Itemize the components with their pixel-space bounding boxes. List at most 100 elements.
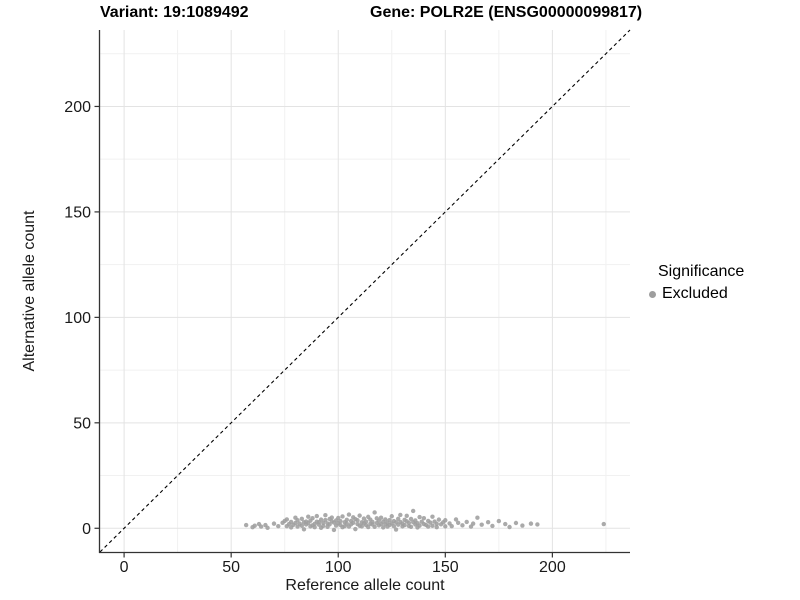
data-point <box>464 519 469 525</box>
data-point <box>276 523 281 529</box>
data-point <box>318 517 324 522</box>
data-point <box>485 519 491 525</box>
data-point <box>252 523 257 528</box>
data-point <box>299 516 305 521</box>
data-point <box>284 517 290 522</box>
data-point <box>460 523 465 528</box>
data-point <box>359 524 364 529</box>
data-point <box>329 515 335 520</box>
data-point <box>295 518 300 523</box>
legend-item-label: Excluded <box>662 285 728 302</box>
data-point <box>430 523 435 528</box>
data-point <box>434 525 439 530</box>
data-point <box>421 515 427 521</box>
data-point <box>301 527 307 532</box>
x-axis-title: Reference allele count <box>285 577 445 594</box>
data-point <box>434 521 439 527</box>
variant-title: Variant: 19:1089492 <box>100 4 249 21</box>
data-point <box>265 525 270 531</box>
data-point <box>351 520 356 525</box>
data-point <box>428 520 433 525</box>
data-point <box>389 514 394 519</box>
data-point <box>258 524 264 529</box>
data-point <box>507 524 512 530</box>
data-point <box>404 513 409 519</box>
data-point <box>528 521 534 526</box>
data-point <box>496 518 502 524</box>
data-point <box>490 523 495 529</box>
data-point <box>387 517 392 523</box>
data-point <box>503 521 508 527</box>
data-point <box>357 513 362 518</box>
data-point <box>475 515 480 520</box>
x-tick-label: 0 <box>120 559 129 576</box>
data-point <box>479 522 484 527</box>
data-point <box>340 514 345 519</box>
excluded-point-swatch <box>649 290 656 298</box>
legend: Significance Excluded <box>646 263 744 303</box>
data-point <box>331 527 337 533</box>
data-point <box>378 515 384 520</box>
y-tick-label: 0 <box>82 521 91 538</box>
data-point <box>417 514 422 520</box>
data-point <box>336 515 341 521</box>
data-point <box>449 523 454 529</box>
data-point <box>453 517 459 522</box>
data-point <box>353 526 358 532</box>
data-point <box>306 514 311 519</box>
identity-line <box>99 29 631 553</box>
data-point <box>370 519 375 525</box>
data-point <box>513 520 519 526</box>
data-point <box>601 521 606 527</box>
data-point <box>299 523 305 528</box>
data-point <box>410 508 416 514</box>
data-point <box>383 517 388 522</box>
data-point <box>381 525 386 530</box>
data-point <box>323 512 328 518</box>
data-point <box>398 512 403 518</box>
data-point <box>323 517 328 523</box>
y-tick-label: 150 <box>64 204 91 221</box>
data-point <box>338 518 343 524</box>
data-point <box>344 517 349 523</box>
data-point <box>314 513 320 519</box>
data-point <box>408 516 414 522</box>
data-point <box>425 524 431 529</box>
data-point <box>366 524 371 530</box>
data-point <box>355 518 360 523</box>
data-point <box>535 522 540 527</box>
data-point <box>321 523 326 529</box>
data-point <box>312 525 317 530</box>
data-point <box>443 524 448 529</box>
data-point <box>470 521 476 526</box>
data-point <box>243 522 249 528</box>
data-point <box>455 520 461 525</box>
data-point <box>363 519 369 524</box>
x-tick-label: 200 <box>539 559 566 576</box>
data-point <box>408 524 414 529</box>
y-axis-title: Alternative allele count <box>21 210 38 372</box>
legend-title: Significance <box>658 263 745 280</box>
y-tick-label: 50 <box>73 415 91 432</box>
data-point <box>310 515 315 521</box>
data-point <box>520 523 525 528</box>
data-point <box>395 516 401 521</box>
gene-title: Gene: POLR2E (ENSG00000099817) <box>370 4 643 21</box>
x-tick-label: 100 <box>325 559 352 576</box>
data-point <box>346 512 352 517</box>
data-point <box>417 523 422 528</box>
data-point <box>443 518 448 523</box>
data-point <box>391 523 397 529</box>
data-point <box>372 524 377 529</box>
data-point <box>271 521 277 526</box>
data-point <box>430 514 435 519</box>
data-point <box>406 520 412 525</box>
x-tick-label: 150 <box>432 559 459 576</box>
legend-item-excluded: Excluded <box>646 285 744 303</box>
y-tick-label: 200 <box>64 99 91 116</box>
x-tick-label: 50 <box>222 559 240 576</box>
data-point <box>402 522 407 528</box>
data-point <box>372 510 377 515</box>
